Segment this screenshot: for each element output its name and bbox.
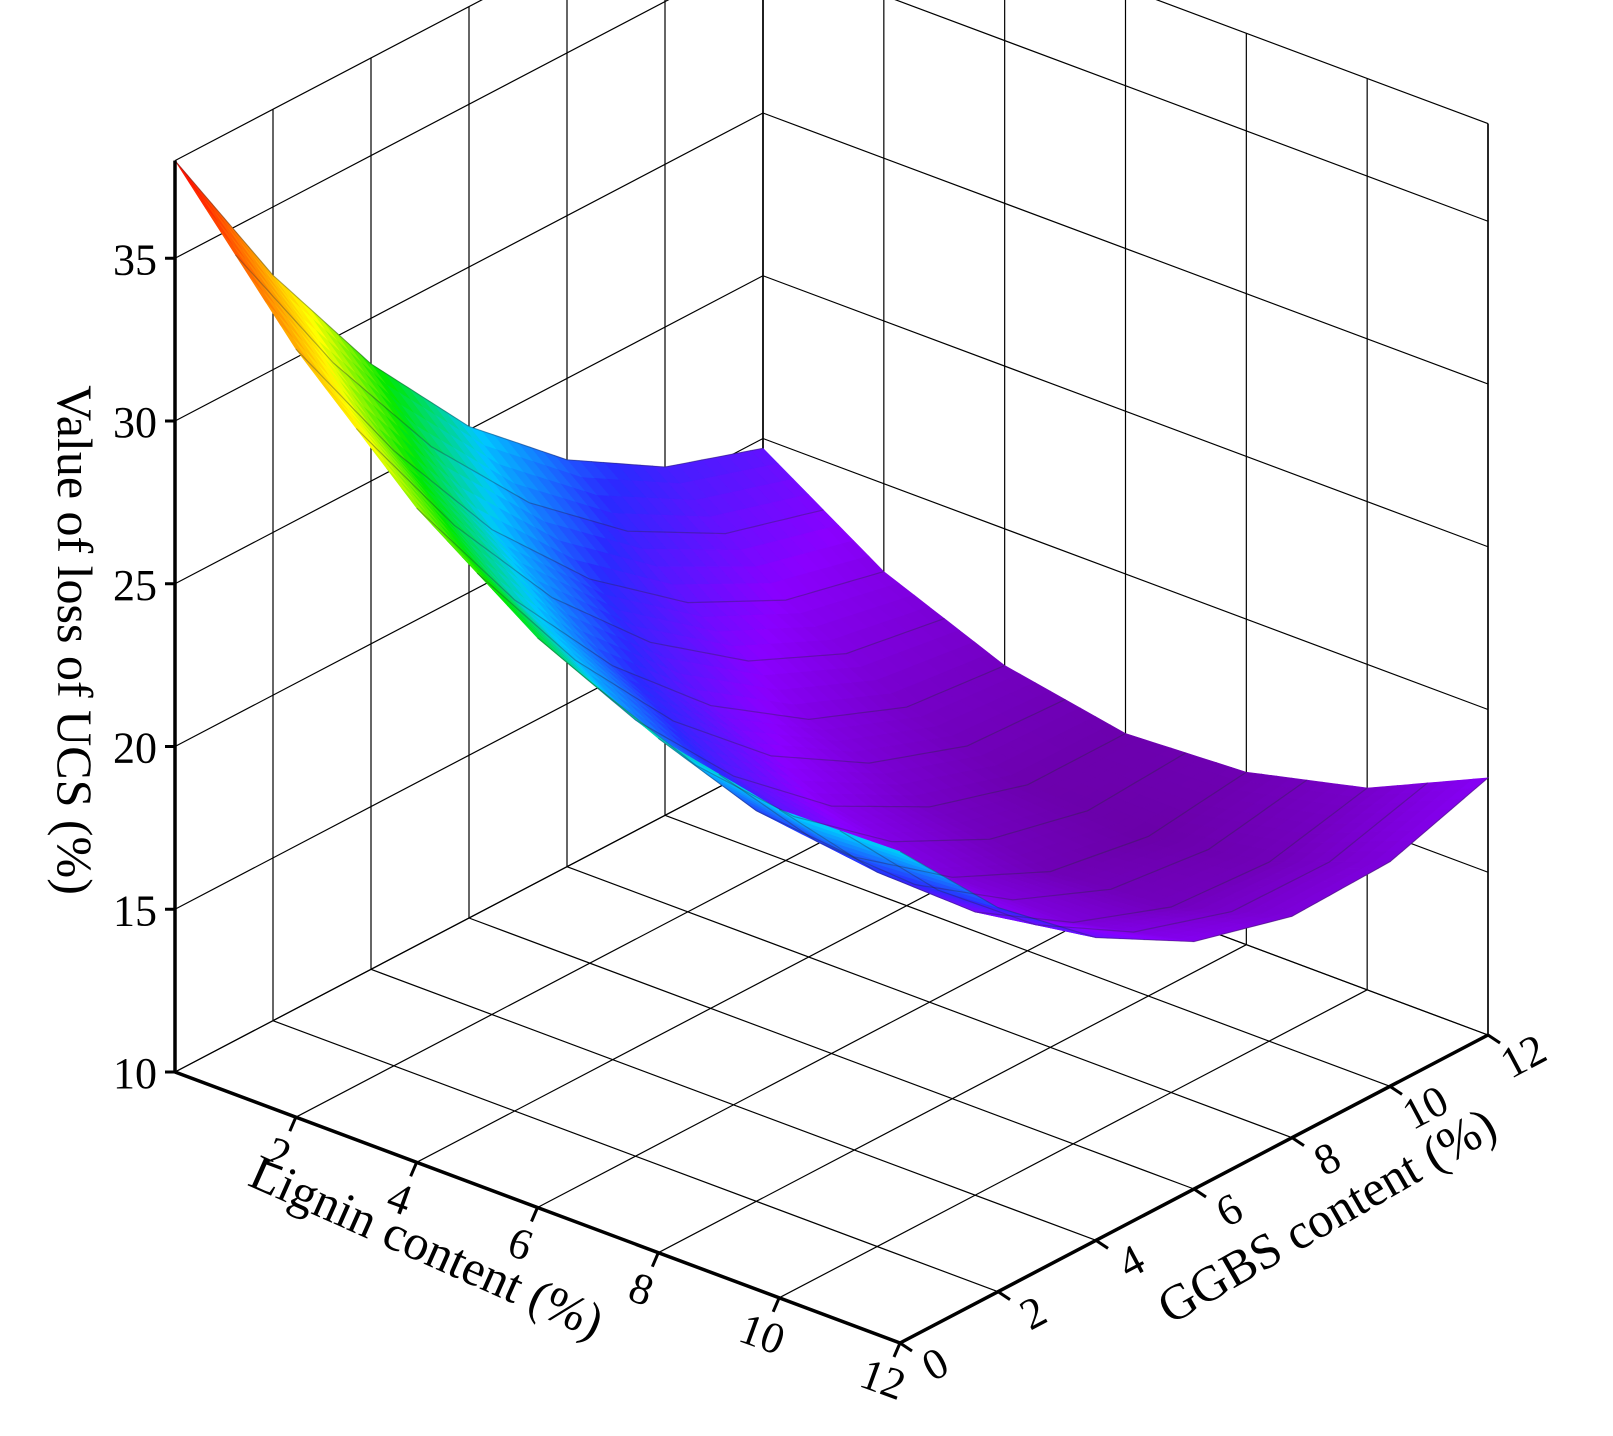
surface-contour (657, 737, 1247, 878)
y-tick (1095, 1239, 1109, 1250)
y-tick-label: 0 (914, 1337, 956, 1391)
y-tick-label: 6 (1208, 1183, 1250, 1237)
x-tick-label: 10 (733, 1304, 791, 1365)
surface-mesh (174, 160, 1489, 943)
x-tick (892, 1342, 902, 1358)
y-tick (997, 1290, 1011, 1301)
surface-contour (899, 777, 1489, 943)
y-tick (1193, 1187, 1207, 1199)
surface-contour (597, 687, 1187, 843)
y-tick (899, 1341, 913, 1353)
z-tick-label: 20 (113, 724, 157, 773)
surface-cell (189, 183, 218, 222)
surface-contour (476, 572, 1066, 764)
z-tick-label: 25 (113, 561, 157, 610)
z-tick-label: 35 (113, 235, 157, 284)
x-tick-label: 8 (623, 1262, 660, 1316)
x-tick (771, 1297, 781, 1313)
surface-contour (234, 254, 824, 535)
y-tick (1291, 1136, 1305, 1147)
x-axis-title: Lignin content (%) (242, 1144, 612, 1350)
z-tick-label: 30 (113, 398, 157, 447)
surface-contour (355, 428, 945, 662)
z-axis-title: Value of loss of UCS (%) (47, 385, 103, 895)
x-tick (530, 1206, 539, 1223)
y-axis-title: GGBS content (%) (1148, 1096, 1506, 1335)
surface-contour (778, 787, 1368, 924)
x-tick-label: 12 (854, 1349, 912, 1410)
surface-contour (537, 637, 1126, 808)
floor-gridline (370, 968, 1097, 1241)
z-tick-label: 10 (113, 1049, 157, 1098)
surface-cell (202, 198, 230, 236)
y-tick (1487, 1033, 1501, 1045)
floor-gridline (272, 1020, 999, 1293)
y-tick-label: 4 (1110, 1235, 1152, 1289)
y-tick (1389, 1085, 1403, 1096)
surface-contour (839, 782, 1428, 933)
floor-gridline (468, 917, 1195, 1190)
surface-contour (718, 773, 1308, 901)
x-tick (409, 1161, 419, 1177)
surface-contour (416, 507, 1005, 721)
surface-contour (295, 348, 884, 604)
x-tick (288, 1116, 298, 1132)
surface-cell (884, 846, 913, 859)
x-tick (650, 1252, 660, 1268)
y-tick-label: 12 (1492, 1024, 1554, 1088)
z-tick-label: 15 (113, 886, 157, 935)
surface-contour (174, 160, 764, 468)
floor-gridline (566, 866, 1293, 1139)
floor-gridline (664, 814, 1391, 1087)
y-tick-label: 2 (1012, 1286, 1054, 1340)
